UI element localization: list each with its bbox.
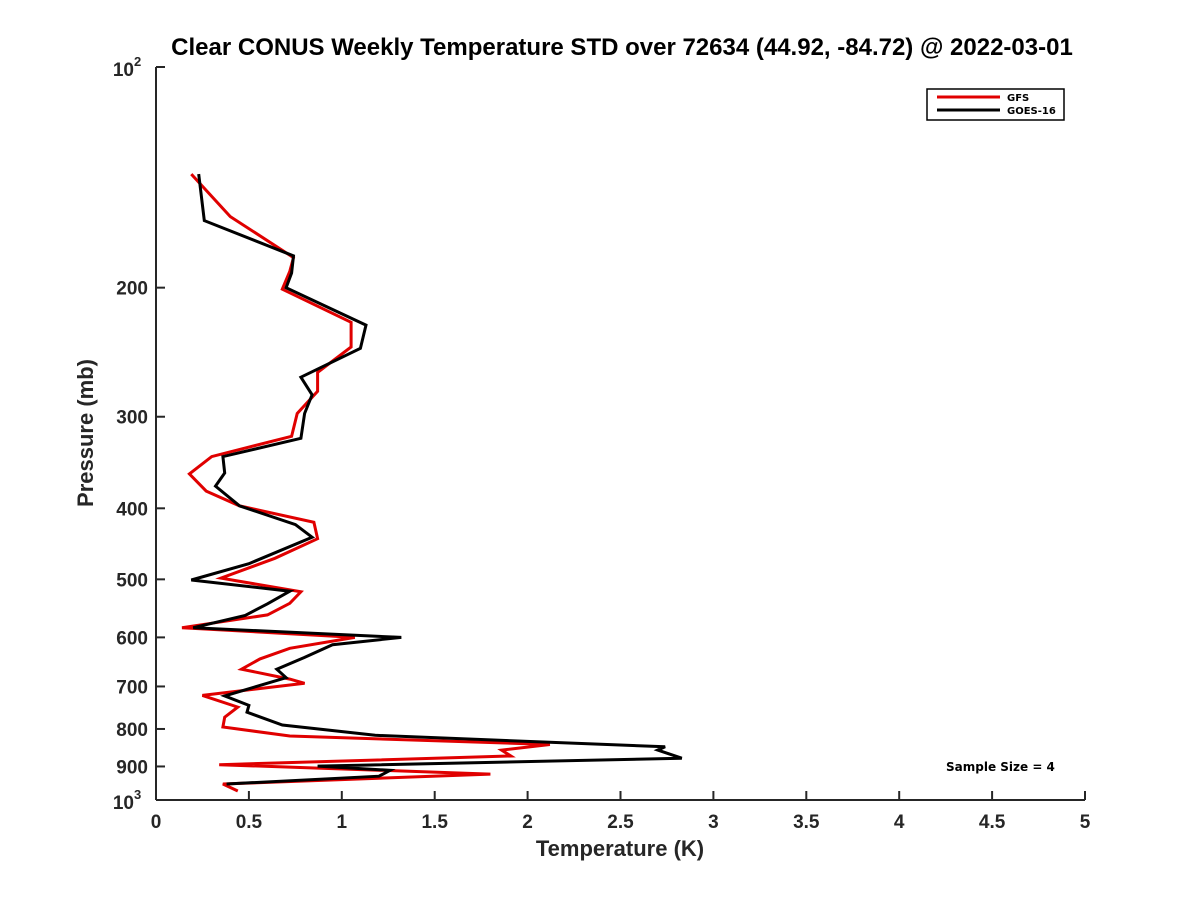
y-tick-exponent: 2	[134, 54, 141, 69]
y-tick-label: 200	[116, 279, 148, 300]
x-axis-label: Temperature (K)	[536, 836, 704, 861]
legend-box	[926, 88, 1065, 121]
y-tick-label: 10	[113, 793, 134, 814]
legend-label-goes-16: GOES-16	[1007, 106, 1056, 117]
x-tick-label: 0.5	[236, 812, 263, 833]
x-tick-label: 0	[151, 812, 162, 833]
y-tick-label: 300	[116, 408, 148, 429]
x-tick-label: 2	[522, 812, 533, 833]
y-tick-label: 800	[116, 720, 148, 741]
x-tick-label: 4	[894, 812, 905, 833]
x-tick-label: 4.5	[979, 812, 1006, 833]
y-tick-exponent: 3	[134, 787, 141, 802]
y-tick-label: 700	[116, 677, 148, 698]
legend: GFS GOES-16	[926, 88, 1065, 121]
y-axis-label: Pressure (mb)	[73, 359, 98, 507]
chart-title: Clear CONUS Weekly Temperature STD over …	[171, 34, 1073, 61]
x-tick-label: 2.5	[607, 812, 634, 833]
series-line-goes-16	[190, 173, 683, 786]
y-tick-label: 10	[113, 60, 134, 81]
x-tick-label: 5	[1080, 812, 1091, 833]
x-tick-label: 3	[708, 812, 719, 833]
x-tick-label: 1	[337, 812, 348, 833]
y-tick-label: 900	[116, 757, 148, 778]
y-tick-label: 600	[116, 628, 148, 649]
sample-size-annotation: Sample Size = 4	[946, 760, 1055, 774]
x-tick-label: 3.5	[793, 812, 820, 833]
x-tick-label: 1.5	[421, 812, 448, 833]
y-tick-label: 500	[116, 570, 148, 591]
series-line-gfs	[181, 173, 551, 793]
y-tick-label: 400	[116, 499, 148, 520]
legend-label-gfs: GFS	[1007, 93, 1029, 104]
